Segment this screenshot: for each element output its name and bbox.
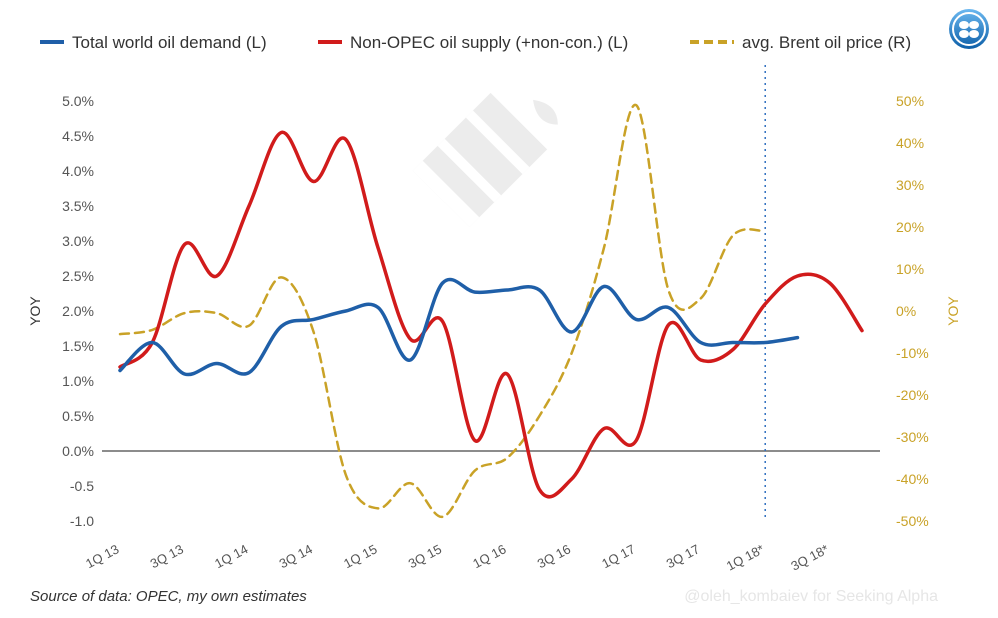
y-axis-title: YOY — [27, 296, 43, 326]
y2-tick-label: -30% — [896, 429, 929, 445]
x-tick-label: 1Q 18* — [724, 541, 767, 573]
x-tick-label: 3Q 13 — [148, 541, 186, 571]
x-tick-label: 1Q 14 — [212, 541, 250, 571]
y-tick-label: 2.5% — [62, 268, 94, 284]
y2-tick-label: -20% — [896, 387, 929, 403]
x-tick-label: 3Q 17 — [664, 541, 702, 571]
y-tick-label: -1.0 — [70, 513, 94, 529]
y2-tick-label: 50% — [896, 93, 924, 109]
x-tick-label: 3Q 14 — [277, 541, 315, 571]
series-line-0 — [118, 277, 800, 377]
series-line-1 — [118, 130, 864, 499]
y-tick-label: 2.0% — [62, 303, 94, 319]
y2-tick-label: 0% — [896, 303, 916, 319]
x-tick-label: 3Q 16 — [535, 541, 573, 571]
x-tick-label: 1Q 16 — [470, 541, 508, 571]
source-note: Source of data: OPEC, my own estimates — [30, 588, 307, 605]
x-tick-label: 3Q 15 — [406, 541, 444, 571]
y2-tick-label: -50% — [896, 513, 929, 529]
y-tick-label: 4.0% — [62, 163, 94, 179]
y-tick-label: 3.5% — [62, 198, 94, 214]
y2-tick-label: -40% — [896, 471, 929, 487]
y2-tick-label: 40% — [896, 135, 924, 151]
legend-label-2: avg. Brent oil price (R) — [742, 33, 911, 52]
x-tick-label: 1Q 13 — [83, 541, 121, 571]
y2-tick-label: 10% — [896, 261, 924, 277]
y2-axis-title: YOY — [945, 296, 961, 326]
series-line-2 — [118, 103, 767, 519]
y-tick-label: 1.0% — [62, 373, 94, 389]
opec-logo-icon — [949, 9, 989, 49]
y2-tick-label: -10% — [896, 345, 929, 361]
y-tick-label: 5.0% — [62, 93, 94, 109]
y-tick-label: 0.5% — [62, 408, 94, 424]
x-tick-label: 1Q 15 — [341, 541, 379, 571]
watermark-barrel-icon — [412, 92, 558, 228]
y2-tick-label: 20% — [896, 219, 924, 235]
x-tick-label: 3Q 18* — [788, 541, 831, 573]
legend-label-1: Non-OPEC oil supply (+non-con.) (L) — [350, 33, 628, 52]
y-tick-label: 1.5% — [62, 338, 94, 354]
y-tick-label: 4.5% — [62, 128, 94, 144]
y-tick-label: -0.5 — [70, 478, 94, 494]
y-tick-label: 3.0% — [62, 233, 94, 249]
credit-text: @oleh_kombaiev for Seeking Alpha — [684, 588, 938, 605]
x-tick-label: 1Q 17 — [599, 541, 637, 571]
y2-tick-label: 30% — [896, 177, 924, 193]
y-tick-label: 0.0% — [62, 443, 94, 459]
legend-label-0: Total world oil demand (L) — [72, 33, 267, 52]
